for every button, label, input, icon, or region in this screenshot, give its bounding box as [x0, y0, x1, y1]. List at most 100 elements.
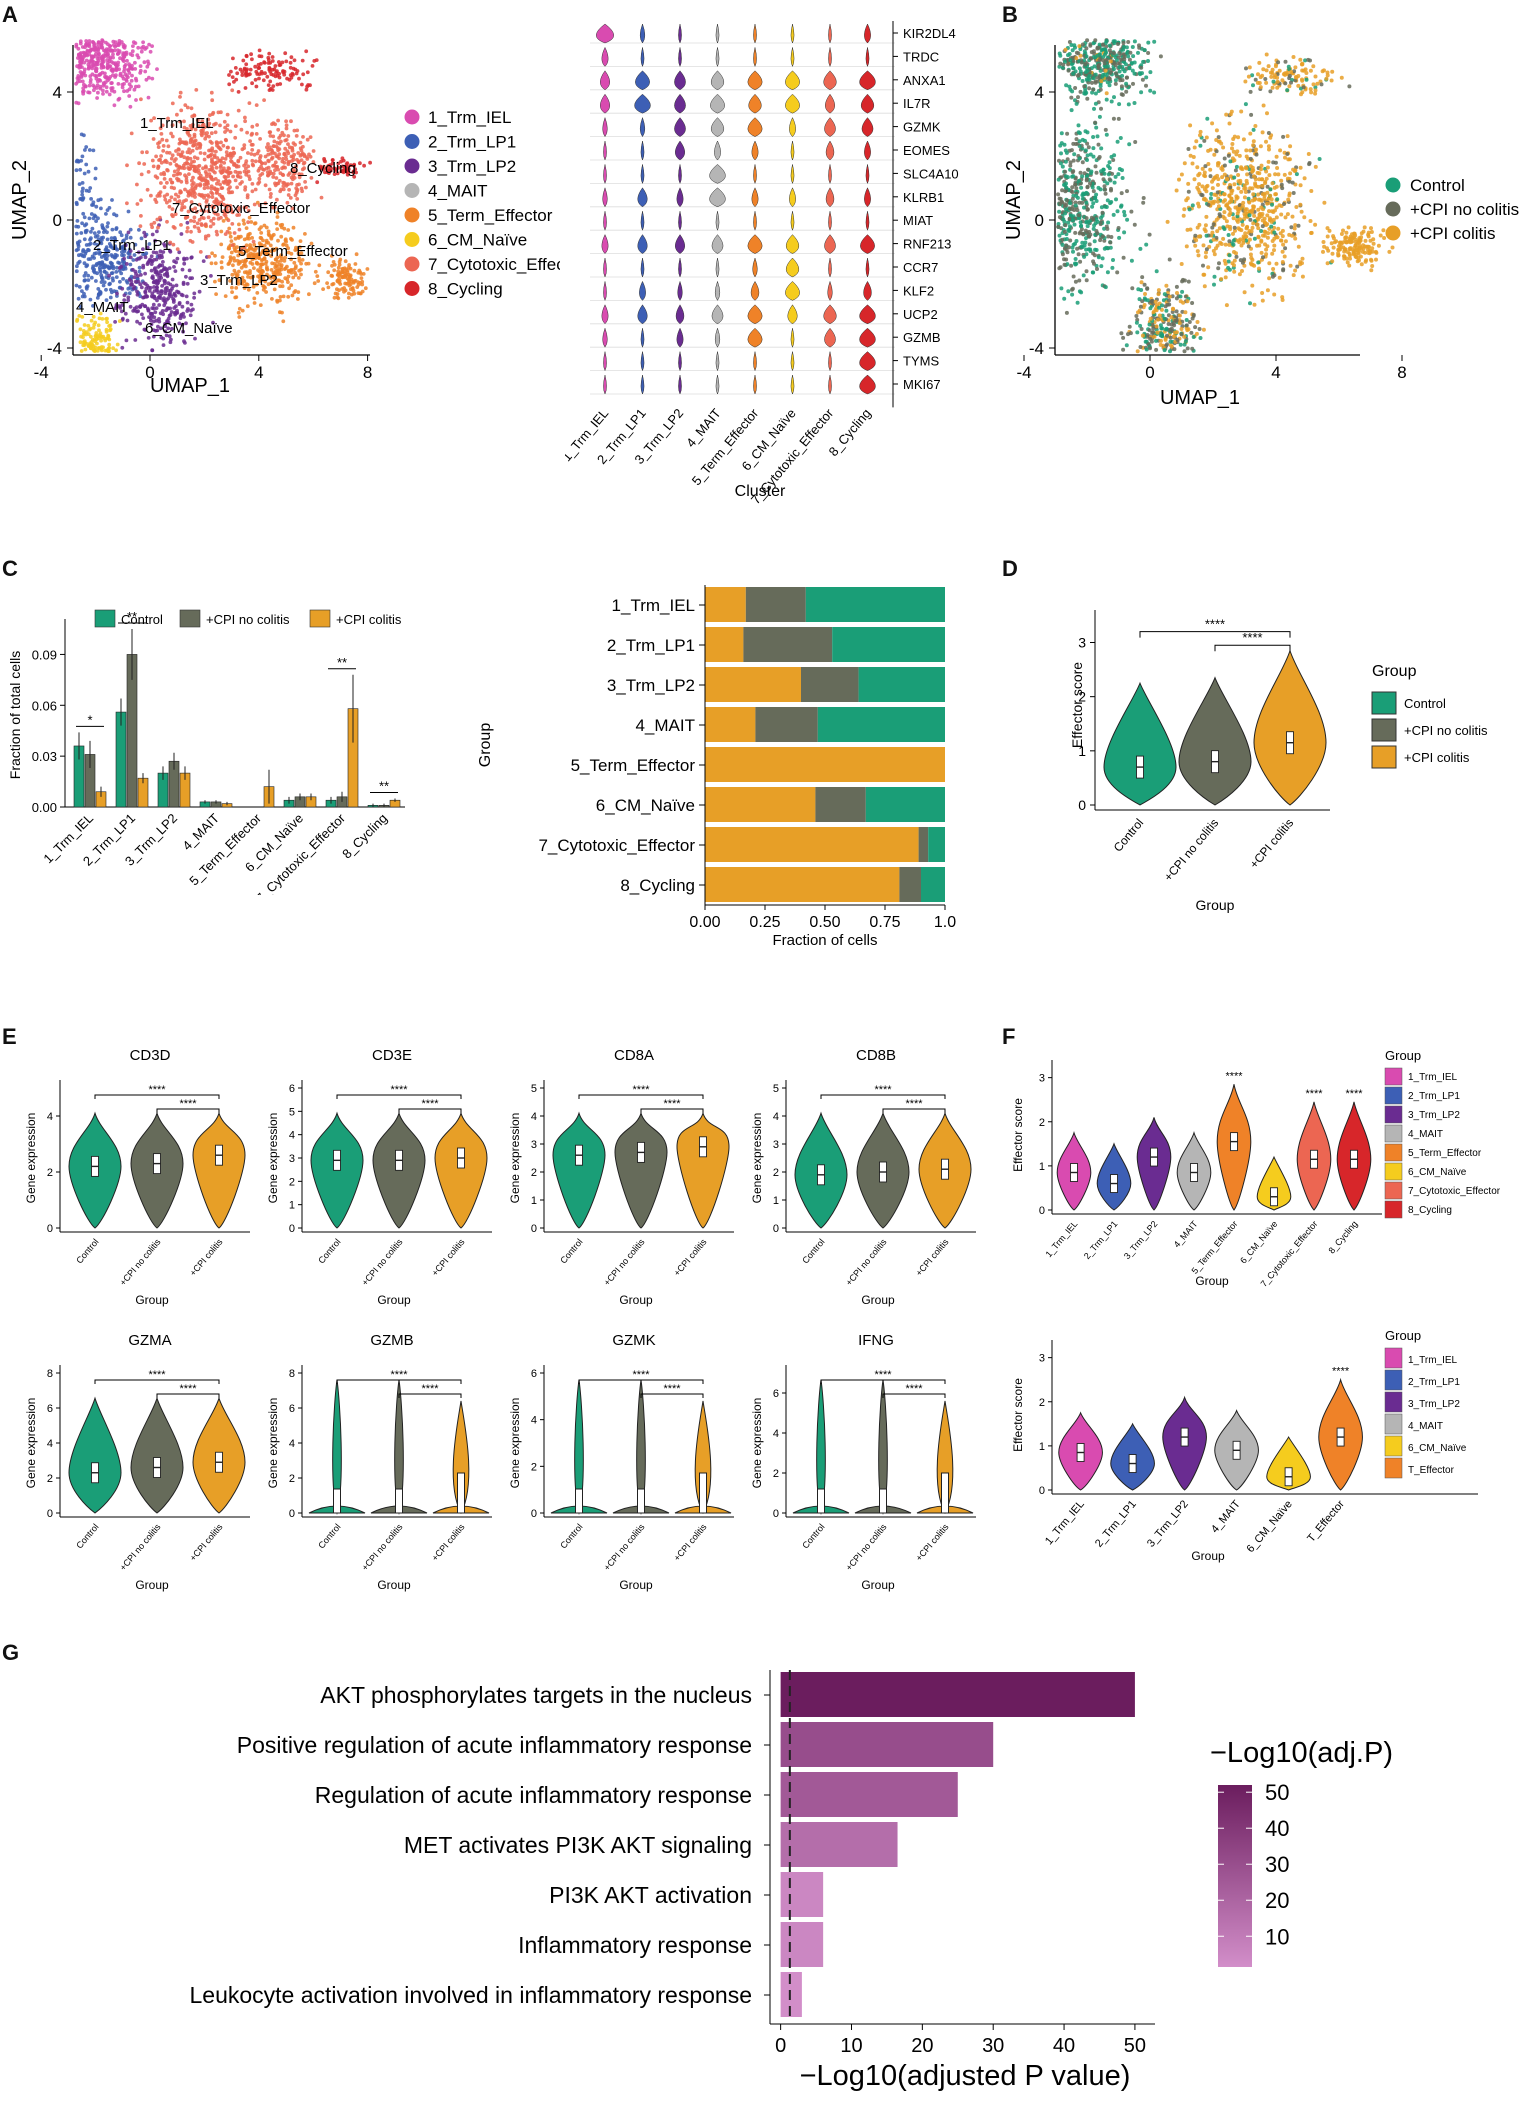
umap-point: [80, 154, 85, 159]
umap-point: [1270, 209, 1274, 214]
umap-point: [161, 250, 166, 254]
umap-point: [141, 263, 146, 268]
stacked-violin-shape: [637, 304, 648, 325]
umap-point: [116, 82, 121, 86]
umap-point: [289, 283, 294, 288]
umap-point: [76, 224, 81, 229]
umap-point: [128, 235, 133, 240]
umap-point: [1290, 214, 1295, 219]
umap-point: [189, 308, 193, 313]
umap-point: [1243, 102, 1248, 107]
umap-point: [1148, 306, 1153, 311]
umap-point: [1064, 203, 1069, 208]
umap-point: [1104, 91, 1109, 96]
umap-point: [247, 174, 251, 179]
umap-point: [1222, 216, 1227, 221]
umap-point: [1107, 83, 1112, 88]
umap-point: [246, 287, 251, 292]
umap-point: [274, 70, 278, 75]
umap-point: [255, 200, 260, 205]
gene-label: ANXA1: [903, 73, 946, 88]
umap-point: [299, 158, 304, 163]
umap-point: [293, 193, 298, 198]
umap-point: [1131, 81, 1135, 86]
umap-point: [1272, 248, 1276, 253]
umap-point: [222, 161, 227, 165]
umap-point: [1178, 342, 1183, 347]
umap-point: [156, 225, 160, 230]
umap-point: [212, 210, 217, 215]
umap-point: [336, 161, 341, 166]
umap-point: [1186, 327, 1191, 332]
umap-point: [117, 266, 122, 270]
umap-point: [143, 255, 148, 260]
umap-point: [1347, 253, 1352, 258]
umap-point: [270, 67, 275, 72]
umap-point: [1302, 215, 1307, 220]
umap-point: [1070, 170, 1075, 175]
umap-point: [1182, 334, 1187, 339]
umap-point: [1119, 84, 1124, 89]
umap-point: [96, 90, 100, 95]
umap-point: [1063, 211, 1068, 216]
umap-point: [206, 117, 211, 122]
umap-point: [1346, 225, 1351, 230]
umap-point: [1283, 59, 1288, 64]
umap-point: [175, 247, 180, 252]
stacked-violin-shape: [715, 211, 720, 231]
umap-point: [1132, 71, 1137, 76]
umap-point: [361, 272, 366, 276]
umap-point: [249, 52, 254, 57]
umap-point: [1168, 349, 1172, 354]
umap-point: [1067, 245, 1071, 250]
stacked-violin-shape: [823, 70, 837, 91]
umap-point: [336, 166, 341, 170]
umap-point: [167, 204, 172, 209]
umap-point: [211, 216, 216, 221]
umap-point: [1234, 152, 1239, 157]
umap-point: [1211, 222, 1216, 227]
umap-point: [302, 160, 307, 165]
umap-point: [286, 294, 291, 299]
umap-point: [178, 95, 182, 99]
umap-point: [107, 242, 112, 246]
umap-point: [1260, 212, 1265, 216]
umap-point: [1104, 38, 1109, 43]
umap-point: [105, 230, 109, 235]
umap-point: [149, 118, 154, 123]
umap-point: [1122, 57, 1127, 62]
stacked-violin-shape: [865, 164, 870, 184]
umap-point: [268, 276, 273, 280]
umap-point: [1177, 321, 1182, 326]
umap-point: [169, 310, 174, 314]
umap-point: [219, 242, 224, 247]
umap-point: [1275, 166, 1280, 170]
umap-point: [183, 103, 188, 107]
umap-point: [250, 57, 254, 62]
umap-point: [1234, 164, 1239, 169]
umap-point: [151, 250, 156, 255]
umap-point: [220, 255, 225, 259]
umap-point: [1235, 207, 1240, 212]
umap-point: [1070, 286, 1075, 291]
umap-point: [296, 276, 301, 280]
umap-point: [105, 316, 109, 321]
umap-point: [1231, 242, 1236, 247]
umap-point: [244, 54, 249, 59]
umap-point: [187, 147, 192, 152]
umap-point: [78, 64, 82, 69]
umap-point: [89, 58, 94, 63]
umap-point: [1202, 170, 1207, 175]
umap-point: [245, 130, 250, 135]
sig-marker: *: [87, 712, 92, 727]
umap-point: [154, 250, 159, 255]
panel-label-g: G: [2, 1640, 20, 1665]
umap-point: [1300, 62, 1305, 67]
umap-point: [1084, 70, 1088, 75]
umap-point: [354, 252, 359, 257]
stacked-violin-shape: [790, 374, 795, 395]
umap-point: [173, 212, 178, 217]
umap-point: [1363, 238, 1368, 243]
umap-b-ytick: -4: [1029, 339, 1044, 358]
umap-point: [335, 171, 340, 176]
